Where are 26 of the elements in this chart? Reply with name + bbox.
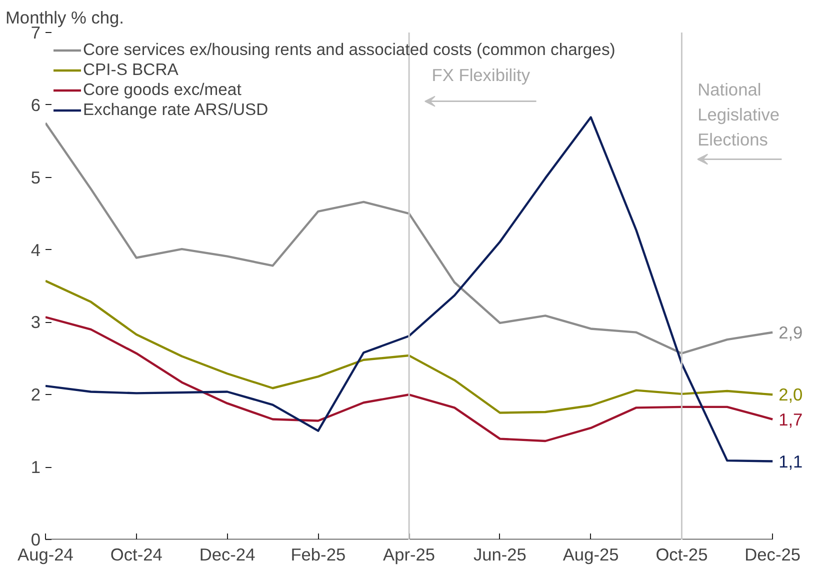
x-tick-label: Feb-25	[290, 544, 346, 564]
data-label: 1,7	[778, 409, 803, 430]
x-tick-label: Apr-25	[383, 544, 436, 564]
y-tick-label: 6	[30, 94, 41, 115]
y-tick-label: 3	[30, 312, 41, 332]
x-tick-label: Dec-25	[744, 544, 801, 564]
y-tick-label: 5	[30, 167, 41, 188]
data-label: 2,0	[778, 384, 803, 405]
y-tick-label: 4	[30, 240, 41, 260]
legend-label: CPI-S BCRA	[83, 60, 178, 80]
ref-line-label: National Legislative Elections	[698, 80, 780, 150]
data-label: 2,9	[778, 322, 803, 342]
legend-label: Core goods exc/meat	[83, 80, 242, 100]
x-tick-label: Jun-25	[473, 544, 526, 564]
line-series	[46, 280, 774, 414]
x-tick-label: Oct-24	[110, 544, 163, 564]
y-tick-label: 2	[30, 384, 41, 405]
ref-line-label: FX Flexibility	[432, 65, 530, 86]
line-series	[46, 316, 774, 442]
data-label: 1,1	[778, 451, 803, 472]
x-tick-label: Dec-24	[199, 544, 256, 564]
x-tick-label: Aug-25	[562, 544, 619, 564]
x-tick-label: Oct-25	[656, 544, 708, 564]
legend-label: Exchange rate ARS/USD	[83, 100, 268, 120]
y-tick-label: 1	[30, 457, 41, 478]
legend-label: Core services ex/housing rents and associated costs (common charges)	[83, 40, 616, 60]
